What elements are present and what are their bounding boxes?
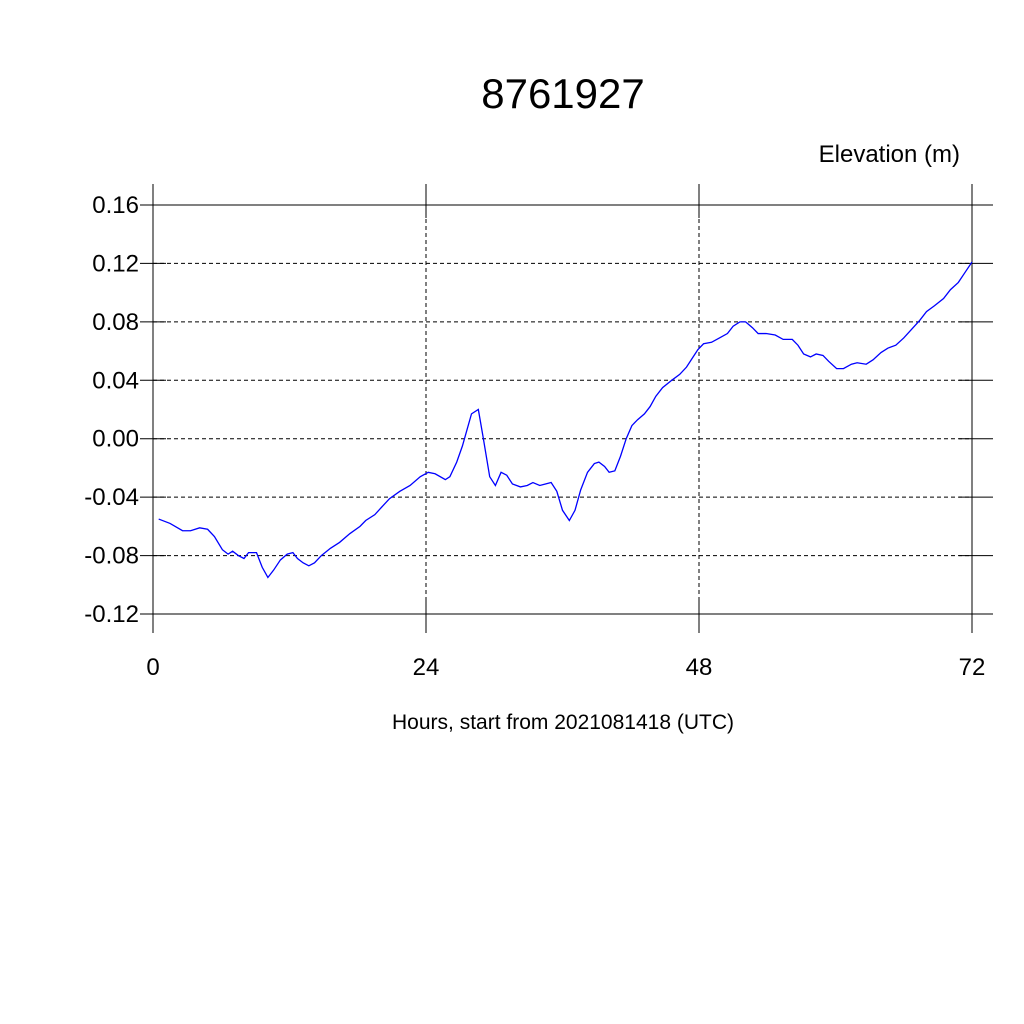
- y-tick-label: -0.12: [84, 601, 139, 628]
- y-tick-label: -0.04: [84, 484, 139, 511]
- y-tick-label: 0.00: [92, 426, 139, 453]
- chart-title: 8761927: [481, 70, 645, 117]
- x-axis-label: Hours, start from 2021081418 (UTC): [392, 711, 734, 734]
- data-line: [158, 261, 973, 579]
- x-tick-label: 72: [959, 654, 986, 681]
- x-tick-label: 0: [146, 654, 159, 681]
- y-tick-label: 0.16: [92, 192, 139, 219]
- y-tick-label: 0.04: [92, 367, 139, 394]
- y-tick-label: -0.08: [84, 543, 139, 570]
- y-axis-label: Elevation (m): [819, 141, 960, 168]
- x-tick-label: 24: [413, 654, 440, 681]
- y-tick-label: 0.12: [92, 250, 139, 277]
- plot-frame: [152, 204, 973, 615]
- x-tick-label: 48: [686, 654, 713, 681]
- y-tick-label: 0.08: [92, 309, 139, 336]
